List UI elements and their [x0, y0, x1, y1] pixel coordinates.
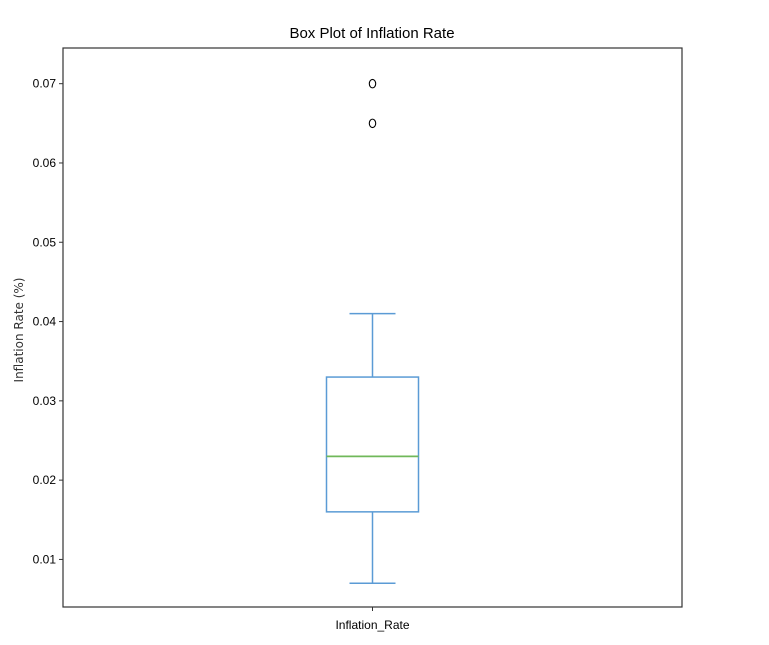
y-tick-label: 0.05: [33, 235, 57, 249]
y-tick-label: 0.07: [33, 77, 57, 91]
y-tick-label: 0.03: [33, 394, 57, 408]
outlier-point: [368, 78, 377, 89]
y-tick-label: 0.01: [33, 552, 57, 566]
y-tick-label: 0.06: [33, 156, 57, 170]
box-series: [325, 78, 420, 584]
outlier-point: [368, 118, 377, 129]
y-axis-ticks: 0.01 0.02 0.03 0.04 0.05 0.06 0.07: [33, 77, 63, 566]
y-axis-label: Inflation Rate (%): [12, 278, 26, 383]
chart-title: Box Plot of Inflation Rate: [289, 25, 454, 42]
x-axis-ticks: Inflation_Rate: [335, 607, 410, 632]
x-tick-label: Inflation_Rate: [335, 618, 409, 632]
y-tick-label: 0.02: [33, 473, 57, 487]
interquartile-box: [325, 376, 420, 513]
y-tick-label: 0.04: [33, 315, 57, 329]
